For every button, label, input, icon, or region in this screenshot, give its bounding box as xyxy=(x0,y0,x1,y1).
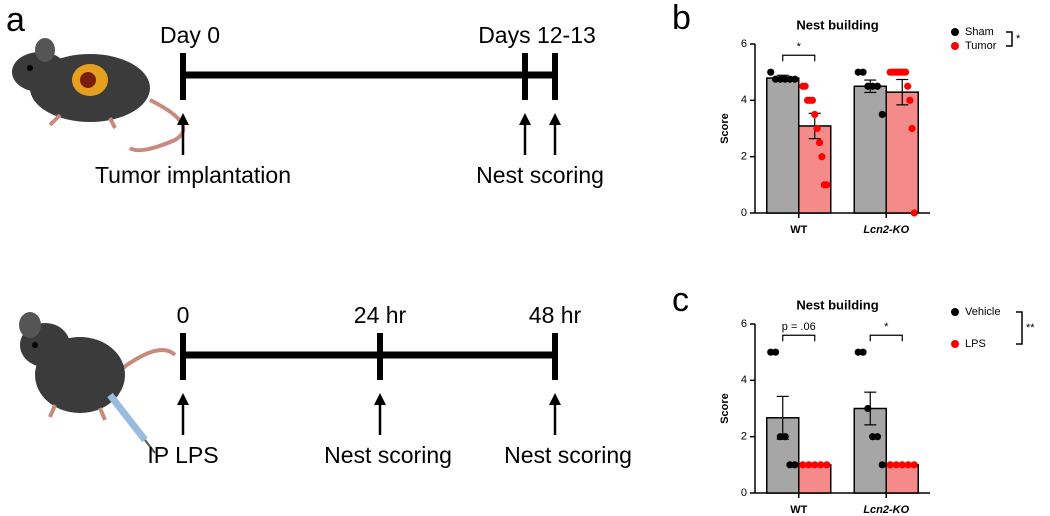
data-point xyxy=(818,153,826,161)
timeline-label: Nest scoring xyxy=(476,162,604,188)
data-point xyxy=(811,461,819,469)
data-point xyxy=(873,433,882,441)
data-point xyxy=(910,209,918,217)
data-point xyxy=(823,181,831,189)
arrow-head xyxy=(519,113,531,125)
y-tick-label: 6 xyxy=(741,318,747,330)
data-point xyxy=(873,82,882,90)
y-tick-label: 4 xyxy=(741,374,747,386)
bar xyxy=(798,125,832,214)
legend-annotation: * xyxy=(1016,33,1021,45)
timeline-label: Nest scoring xyxy=(504,442,632,468)
data-point xyxy=(906,96,914,104)
timeline-label: 0 xyxy=(177,302,190,328)
y-tick-label: 0 xyxy=(741,487,747,499)
legend-label: Tumor xyxy=(965,40,997,52)
x-tick-label: WT xyxy=(790,224,807,236)
legend-marker xyxy=(951,308,959,316)
data-point xyxy=(878,461,886,469)
bar xyxy=(853,407,887,494)
legend-label: LPS xyxy=(965,338,986,350)
significance-label: * xyxy=(884,321,889,333)
significance-bracket xyxy=(782,334,816,342)
chart-title: Nest building xyxy=(796,297,878,312)
y-axis-label: Score xyxy=(719,393,731,424)
significance-bracket xyxy=(782,54,816,62)
data-point xyxy=(771,348,780,356)
data-point xyxy=(904,82,912,90)
x-tick-label: WT xyxy=(790,504,807,516)
x-tick-label: Lcn2-KO xyxy=(863,504,909,516)
data-point xyxy=(823,461,831,469)
y-axis-label: Score xyxy=(719,113,731,144)
chart-title: Nest building xyxy=(796,17,878,32)
significance-label: * xyxy=(797,41,802,53)
data-point xyxy=(886,461,894,469)
arrow-head xyxy=(177,393,189,405)
arrow-head xyxy=(177,113,189,125)
legend-label: Sham xyxy=(965,26,994,38)
data-point xyxy=(878,110,886,119)
legend-marker xyxy=(951,42,959,50)
data-point xyxy=(859,348,867,356)
data-point xyxy=(904,461,912,469)
y-tick-label: 0 xyxy=(741,207,747,219)
data-point xyxy=(811,110,819,119)
timeline-label: 24 hr xyxy=(354,302,407,328)
mouse-icon xyxy=(12,38,186,153)
panel-label: b xyxy=(672,0,691,37)
bar xyxy=(798,464,832,494)
data-point xyxy=(791,461,799,469)
timeline-label: Nest scoring xyxy=(324,442,452,468)
timeline-label: Tumor implantation xyxy=(95,162,291,188)
x-tick-label: Lcn2-KO xyxy=(863,224,909,236)
data-point xyxy=(898,461,906,469)
data-point xyxy=(859,68,867,76)
data-point xyxy=(767,68,775,76)
timeline-label: Days 12-13 xyxy=(478,22,596,48)
data-point xyxy=(817,461,825,469)
bar xyxy=(766,77,800,214)
y-tick-label: 6 xyxy=(741,38,747,50)
legend-label: Vehicle xyxy=(965,306,1000,318)
panel-label: a xyxy=(6,1,25,39)
legend-bracket xyxy=(1016,311,1023,345)
data-point xyxy=(801,82,809,90)
bar xyxy=(885,464,919,494)
bar xyxy=(885,91,919,214)
legend-bracket xyxy=(1006,31,1013,47)
data-point xyxy=(864,404,872,413)
panel-label: c xyxy=(672,281,689,319)
arrow-head xyxy=(549,393,561,405)
timeline-label: Day 0 xyxy=(160,22,220,48)
legend-marker xyxy=(951,28,959,36)
timeline-label: 48 hr xyxy=(529,302,582,328)
data-point xyxy=(808,96,816,104)
data-point xyxy=(908,124,916,133)
legend-marker xyxy=(951,340,959,348)
data-point xyxy=(815,138,824,147)
data-point xyxy=(781,433,789,441)
bar xyxy=(853,85,887,214)
data-point xyxy=(813,124,821,133)
y-tick-label: 2 xyxy=(741,431,747,443)
arrow-head xyxy=(374,393,386,405)
y-tick-label: 2 xyxy=(741,151,747,163)
data-point xyxy=(892,461,900,469)
significance-bracket xyxy=(869,334,903,342)
data-point xyxy=(901,68,910,76)
data-point xyxy=(910,461,918,469)
arrow-head xyxy=(549,113,561,125)
y-tick-label: 4 xyxy=(741,94,747,106)
legend-annotation: ** xyxy=(1026,322,1035,334)
data-point xyxy=(805,461,813,469)
significance-label: p = .06 xyxy=(782,321,816,333)
mouse-icon xyxy=(19,312,177,454)
data-point xyxy=(791,75,799,83)
data-point xyxy=(799,461,807,469)
timeline-label: IP LPS xyxy=(147,442,218,468)
